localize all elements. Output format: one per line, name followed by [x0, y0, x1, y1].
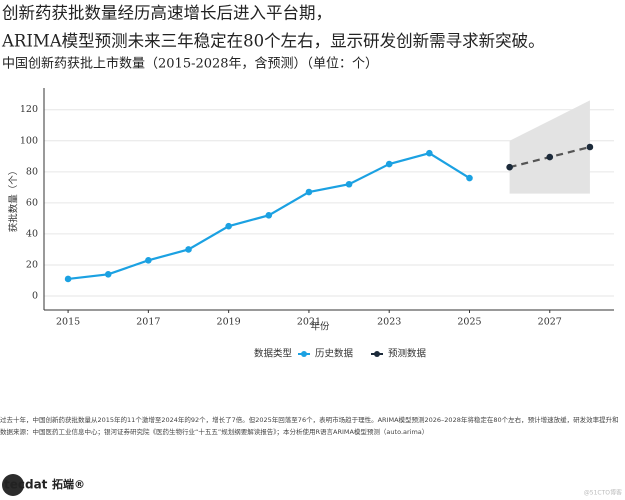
title-line: 创新药获批数量经历高速增长后进入平台期， [2, 4, 332, 23]
point [385, 160, 393, 168]
confidence-band [509, 100, 590, 194]
y-axis-label: 获批数量（个） [8, 166, 20, 233]
y-tick-label: 100 [20, 135, 38, 146]
point [305, 188, 313, 196]
point [466, 174, 473, 182]
x-tick-label: 2017 [136, 317, 160, 328]
y-tick-label: 0 [32, 291, 38, 302]
logo-icon [2, 474, 24, 496]
y-tick-label: 60 [26, 197, 38, 208]
y-tick-label: 120 [20, 104, 38, 115]
title-line: ARIMA模型预测未来三年稳定在80个左右，显示研发创新需寻求新突破。 [1, 32, 545, 51]
point [64, 275, 72, 283]
legend-title: 数据类型 [254, 348, 293, 360]
x-tick-label: 2019 [217, 317, 241, 328]
point [586, 143, 594, 151]
point [145, 257, 152, 264]
point [104, 270, 112, 278]
subtitle: 中国创新药获批上市数量（2015-2028年，含预测）（单位：个） [2, 56, 378, 72]
point [345, 180, 353, 188]
logo: tecdat [4, 478, 48, 492]
x-axis-label: 年份 [310, 321, 330, 333]
x-tick-label: 2025 [457, 317, 481, 328]
x-tick-label: 2023 [377, 317, 401, 328]
point [546, 153, 554, 161]
point [506, 163, 513, 171]
footnote: 数据来源：中国医药工业信息中心；银河证券研究院《医药生物行业“十五五”规划纲要解… [0, 427, 428, 436]
logo-cn: 拓端® [52, 477, 85, 491]
legend-label: 历史数据 [315, 348, 354, 360]
x-tick-label: 2021 [297, 317, 321, 328]
point [185, 246, 192, 253]
y-tick-label: 80 [26, 166, 38, 177]
point [225, 222, 232, 230]
x-tick-label: 2015 [56, 317, 80, 328]
x-tick-label: 2027 [538, 317, 562, 328]
legend-label: 预测数据 [388, 348, 427, 360]
watermark: @51CTO博客 [584, 489, 622, 497]
y-tick-label: 40 [26, 228, 38, 239]
point [426, 149, 433, 157]
point [265, 212, 273, 219]
legend-swatch [374, 351, 380, 357]
legend-swatch [301, 351, 307, 357]
y-tick-label: 20 [26, 259, 38, 270]
footnote: 过去十年，中国创新药获批数量从2015年的11个激增至2024年的92个，增长了… [0, 415, 619, 424]
